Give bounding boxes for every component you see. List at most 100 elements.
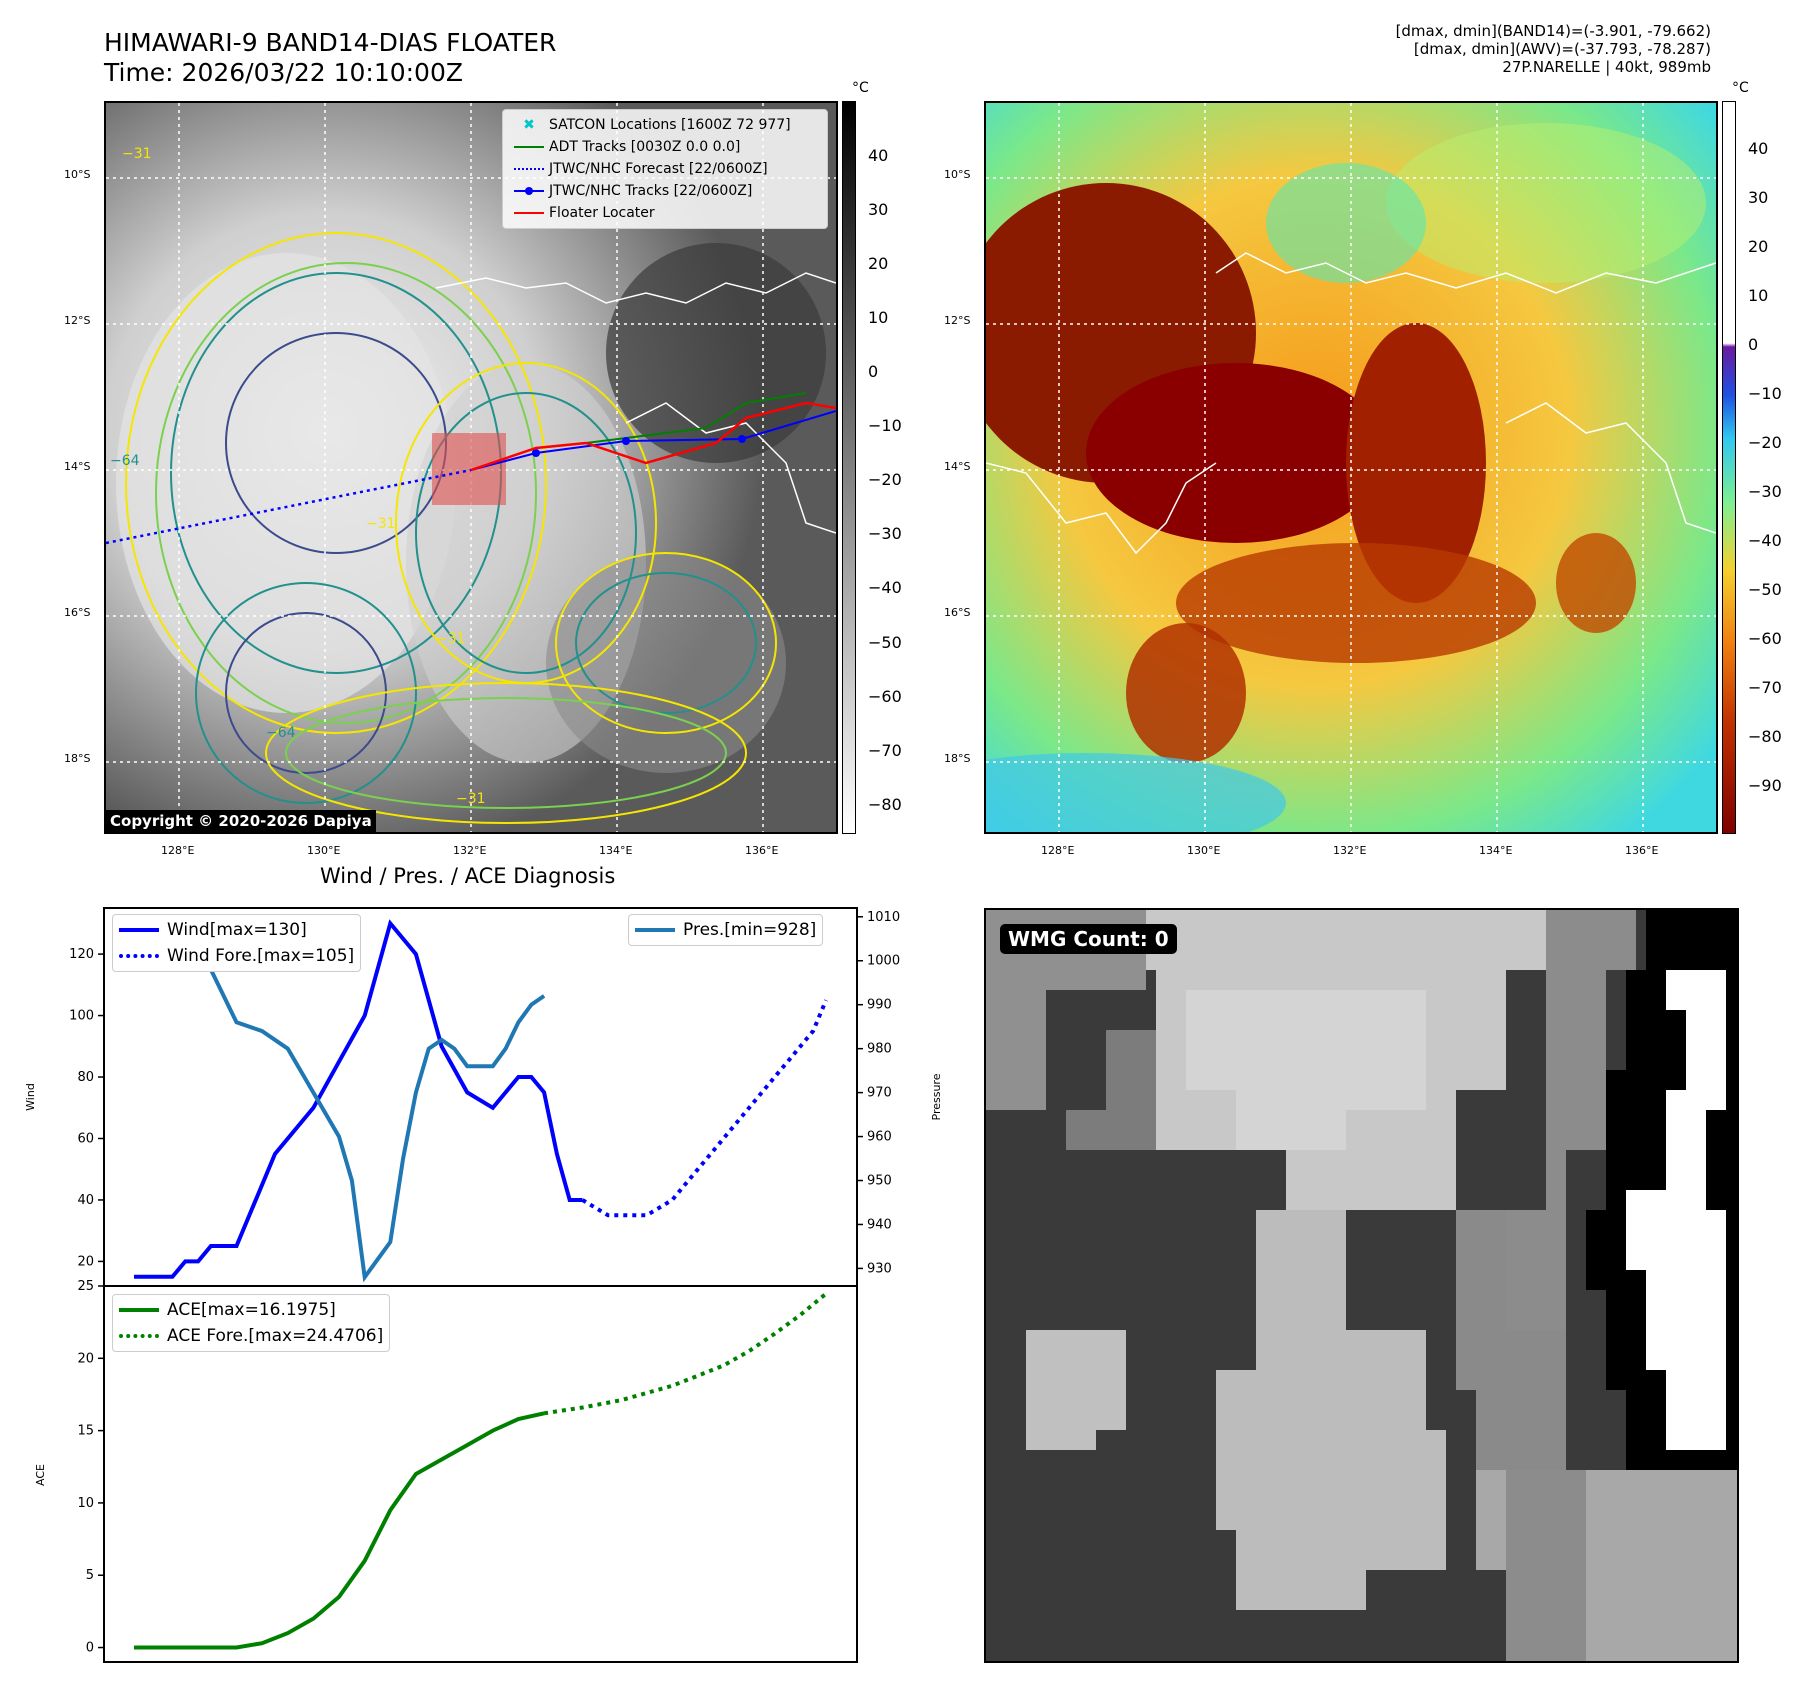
legend-label: ACE Fore.[max=24.4706] [167,1326,384,1346]
colorbar-tick: −50 [868,632,902,652]
wind-tick-label: 100 [69,1009,94,1024]
colorbar-tick: −40 [868,578,902,598]
series-line-0 [134,919,583,1279]
awv-map-image [986,103,1716,832]
colorbar-tick: −50 [1748,580,1782,600]
colorbar-tick: −20 [1748,432,1782,452]
x-marker-icon: ✖ [523,117,535,133]
awv-colorbar [1722,101,1736,834]
colorbar-tick: −30 [868,524,902,544]
solid-line-icon [509,146,549,148]
pressure-axis-label: Pressure [930,1073,943,1120]
ace-axes [103,1285,858,1663]
colorbar-tick: 20 [868,254,889,274]
pressure-tick-label: 1000 [867,954,900,969]
ir-map-panel: −31 −64 −31 −64 −31 −31 ✖ SATCON Locatio… [104,101,838,834]
lon-label: 132°E [453,844,487,857]
pressure-tick-label: 940 [867,1217,892,1232]
colorbar-tick: 0 [868,362,879,382]
contour-label: −31 [436,631,466,647]
lon-label: 128°E [161,844,195,857]
legend-label: Wind Fore.[max=105] [167,946,355,966]
ir-colorbar-ticks: 40 30 20 10 0 −10 −20 −30 −40 −50 −60 −70 −80 [864,101,924,834]
legend-item: ACE[max=16.1975] [119,1297,383,1323]
contour-label: −31 [122,146,152,162]
awv-map-panel [984,101,1718,834]
awv-colorbar-unit: °C [1732,80,1749,96]
info-line-3: 27P.NARELLE | 40kt, 989mb [1502,58,1711,76]
lat-label: 10°S [944,168,971,181]
ace-tick-label: 15 [77,1424,94,1439]
ace-legend: ACE[max=16.1975] ACE Fore.[max=24.4706] [112,1294,391,1352]
pressure-tick-label: 970 [867,1086,892,1101]
lon-label: 134°E [599,844,633,857]
legend-label: Floater Locater [549,205,655,221]
series-line-2 [134,914,546,1283]
solid-line-icon [119,1308,159,1312]
colorbar-tick: −10 [868,416,902,436]
legend-label: Wind[max=130] [167,920,307,940]
wind-tick-label: 40 [77,1193,94,1208]
lat-label: 12°S [64,314,91,327]
legend-item: Wind[max=130] [119,917,354,943]
colorbar-tick: 10 [1748,285,1769,305]
colorbar-tick: −90 [1748,776,1782,796]
pressure-tick-label: 960 [867,1130,892,1145]
wind-tick-label: 60 [77,1131,94,1146]
wind-tick-label: 20 [77,1254,94,1269]
solid-line-icon [119,928,159,932]
dotted-line-icon [509,168,549,170]
legend-item: JTWC/NHC Tracks [22/0600Z] [509,180,821,202]
wind-axis-label: Wind [24,1083,37,1111]
solid-line-icon [509,212,549,214]
lat-label: 10°S [64,168,91,181]
ace-tick-label: 10 [77,1496,94,1511]
colorbar-tick: −40 [1748,531,1782,551]
dotted-line-icon [119,954,159,958]
wind-tick-label: 80 [77,1070,94,1085]
wind-tick-label: 120 [69,947,94,962]
colorbar-tick: 10 [868,308,889,328]
ace-series-line-1 [543,1292,828,1416]
colorbar-tick: 30 [1748,187,1769,207]
colorbar-tick: 40 [1748,138,1769,158]
lat-label: 16°S [64,606,91,619]
diagnosis-chart-title: Wind / Pres. / ACE Diagnosis [320,864,616,888]
colorbar-tick: −80 [868,794,902,814]
lat-label: 16°S [944,606,971,619]
ace-tick-label: 20 [77,1351,94,1366]
colorbar-tick: 30 [868,200,889,220]
legend-item: Pres.[min=928] [635,917,816,943]
colorbar-tick: −70 [1748,678,1782,698]
legend-label: JTWC/NHC Tracks [22/0600Z] [549,183,753,199]
stats-info: [dmax, dmin](BAND14)=(-3.901, -79.662) [… [1396,22,1711,76]
pressure-tick-label: 990 [867,998,892,1013]
map-legend: ✖ SATCON Locations [1600Z 72 977] ADT Tr… [502,109,828,229]
lon-label: 134°E [1479,844,1513,857]
info-line-1: [dmax, dmin](BAND14)=(-3.901, -79.662) [1395,22,1711,40]
figure-title: HIMAWARI-9 BAND14-DIAS FLOATER Time: 202… [104,28,556,88]
wmg-count-badge: WMG Count: 0 [1000,924,1177,954]
colorbar-tick: −30 [1748,482,1782,502]
ace-tick-label: 0 [86,1641,94,1656]
lon-label: 136°E [1625,844,1659,857]
wmg-panel: WMG Count: 0 [984,908,1739,1663]
legend-item: JTWC/NHC Forecast [22/0600Z] [509,158,821,180]
lon-label: 130°E [307,844,341,857]
pressure-tick-label: 950 [867,1174,892,1189]
dot-line-icon [509,187,549,195]
contour-label: −31 [456,791,486,807]
dotted-line-icon [119,1334,159,1338]
colorbar-tick: −60 [868,686,902,706]
lat-label: 18°S [64,752,91,765]
colorbar-tick: −10 [1748,383,1782,403]
colorbar-tick: −70 [868,740,902,760]
series-line-1 [581,999,828,1218]
ir-colorbar [842,101,856,834]
legend-item: Floater Locater [509,202,821,224]
contour-label: −64 [110,453,140,469]
wmg-image [986,910,1737,1661]
diagnosis-charts: 2040608010012093094095096097098099010001… [24,907,943,1663]
pressure-legend: Pres.[min=928] [628,914,824,946]
lat-label: 14°S [944,460,971,473]
